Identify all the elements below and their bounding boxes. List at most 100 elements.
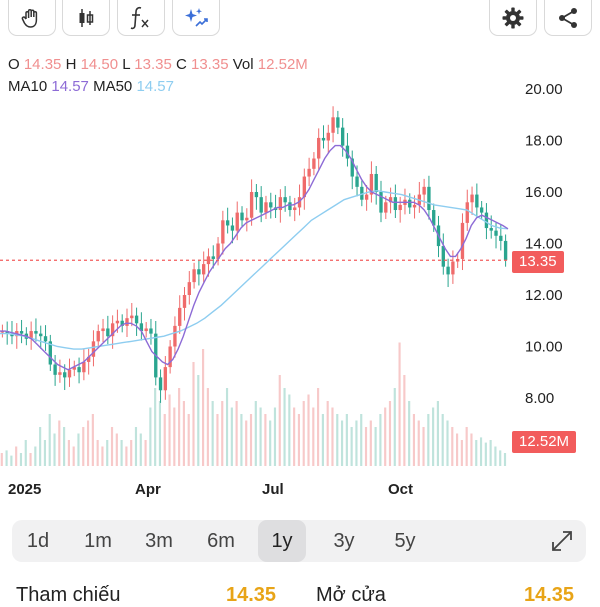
indicators-button[interactable] [117,0,165,36]
volume-bar [297,414,301,466]
volume-bar [110,427,114,466]
volume-bar [412,414,416,466]
candle-body [350,158,354,177]
volume-bar [355,420,358,466]
share-button[interactable] [544,0,592,36]
range-tab-5y[interactable]: 5y [394,530,416,552]
candle-body [331,117,335,133]
volume-bar [225,388,229,466]
candle-body [158,377,163,391]
volume-bar [340,420,344,466]
volume-bar [321,414,324,466]
range-tab-1d[interactable]: 1d [26,530,50,552]
range-tab-1m[interactable]: 1m [84,530,112,552]
volume-bar [269,420,272,466]
y-tick-label: 20.00 [525,81,563,98]
volume-bar [456,433,459,466]
volume-bar [422,427,425,466]
candle-body [72,367,76,370]
candle-body [115,320,120,324]
candle-body [364,194,369,200]
volume-bar [441,414,444,466]
current-volume-badge: 12.52M [512,431,577,453]
y-tick-label: 8.00 [525,390,554,407]
volume-bar [302,401,305,466]
candlestick-type-button[interactable] [62,0,110,36]
volume-bar [259,407,262,466]
candle-body [230,225,235,231]
open-price-value-wrap: 14.35 [524,584,574,607]
range-tab-1y[interactable]: 1y [258,520,306,562]
time-range-selector: 1d 1m 3m 6m 1y 3y 5y [12,520,586,562]
candle-body [96,331,100,342]
candle-body [312,158,316,169]
candle-body [5,331,9,334]
volume-bar [43,440,47,466]
volume-bar [48,414,51,466]
volume-bar [283,388,286,466]
range-tab-3y[interactable]: 3y [333,530,355,552]
volume-bar [149,407,152,466]
volume-bar [379,414,382,466]
price-chart[interactable]: 20.00 18.00 16.00 14.00 12.00 10.00 8.00 2025 Ap… [0,0,600,505]
volume-bar [403,375,406,466]
candle-body [67,369,72,378]
volume-bar [432,407,435,466]
candle-body [225,220,230,226]
volume-bar [19,453,23,466]
candle-body [130,315,134,319]
gear-icon [502,7,524,28]
volume-bar [192,362,195,466]
candle-body [398,204,402,211]
volume-bar [384,407,387,466]
candle-body [446,266,450,275]
range-tab-3m[interactable]: 3m [145,530,173,552]
volume-bar [173,407,176,466]
open-label: O [8,56,20,73]
hand-tool-button[interactable] [8,0,56,36]
candle-body [499,235,503,241]
volume-bar [163,414,166,466]
candle-body [182,295,187,308]
volume-bar [182,401,185,466]
candle-body [149,328,153,334]
candle-body [336,117,340,128]
high-label: H [65,56,77,73]
candle-body [288,202,292,211]
ai-sparkle-icon [185,7,208,27]
candle-body [77,367,81,373]
volume-bar [72,446,75,466]
range-tab-6m[interactable]: 6m [207,530,235,552]
candle-body [58,372,62,375]
volume-label: Vol [232,56,254,73]
candle-body [388,197,393,203]
candle-body [134,315,139,324]
ai-analysis-button[interactable] [172,0,220,36]
volume-bar [235,401,238,466]
volume-bar [106,440,109,466]
volume-bar [211,401,214,466]
volume-bar [374,427,377,466]
candle-body [206,256,211,265]
candle-body [86,356,91,362]
volume-bar [178,388,181,466]
volume-bar [5,450,8,466]
volume-bar [307,394,310,466]
fullscreen-expand-icon[interactable] [548,528,576,554]
low-value: 13.35 [134,56,172,73]
ma50-label: MA50 [93,78,133,95]
reference-price-value-wrap: 14.35 [226,584,276,607]
settings-button[interactable] [489,0,537,36]
volume-bar [393,388,396,466]
ma10-line [0,144,509,371]
candle-body [432,210,436,226]
volume-bar [360,414,363,466]
candle-body [187,282,191,295]
volume-bar [39,427,42,466]
volume-bar [96,440,99,466]
hand-icon [21,8,38,28]
volume-bar [446,420,449,466]
candle-body [110,323,115,337]
volume-value: 12.52M [257,56,308,73]
open-price-label: Mở cửa [316,584,386,606]
